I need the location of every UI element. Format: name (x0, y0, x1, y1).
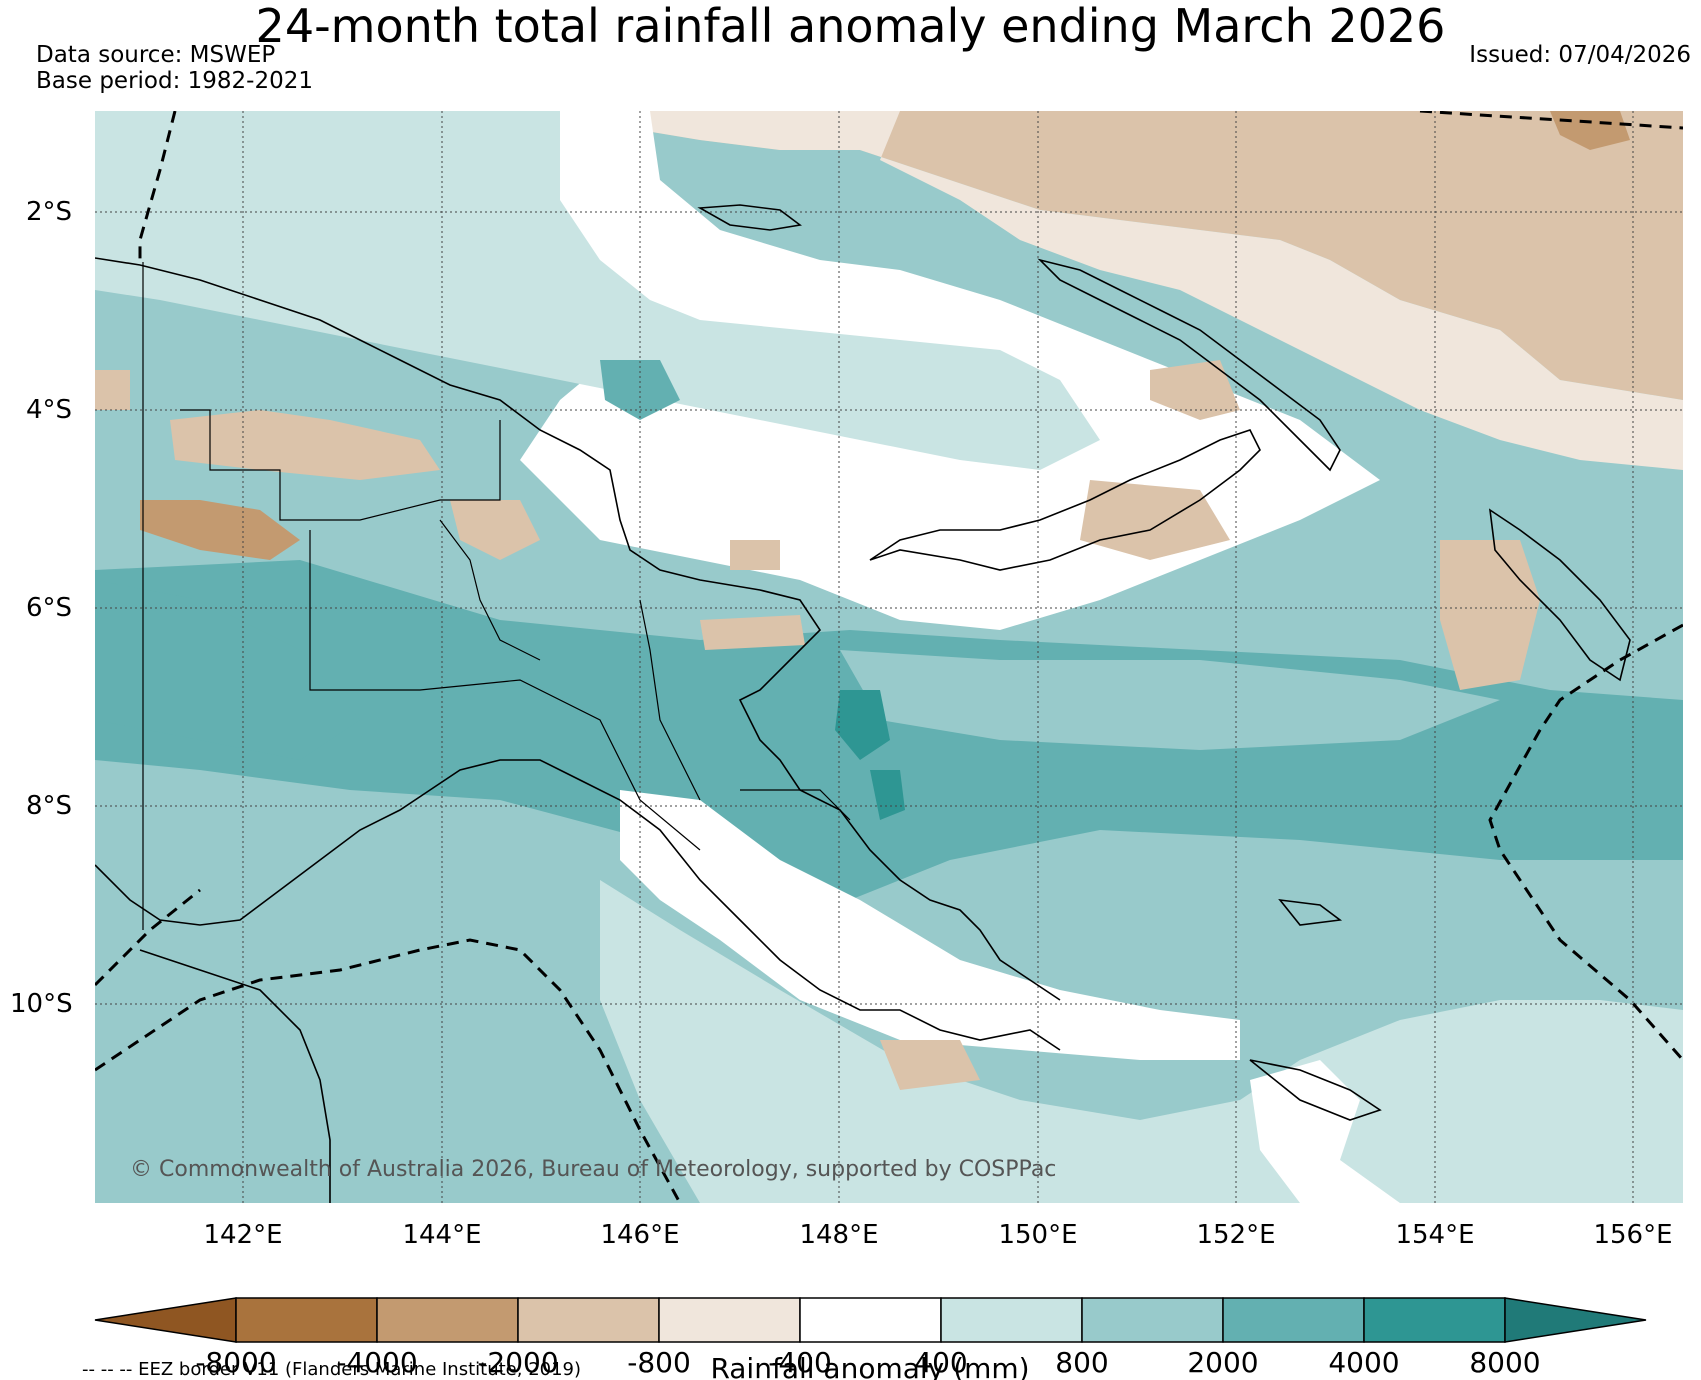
data-source-label: Data source: MSWEP (36, 42, 276, 68)
longitude-labels: 142°E 144°E 146°E 148°E 150°E 152°E 154°… (203, 1220, 1672, 1250)
colorbar-title: Rainfall anomaly (mm) (710, 1352, 1029, 1380)
colorbar-segment (1363, 1297, 1506, 1343)
dry-region-north-light (640, 111, 1683, 470)
province-border-2 (309, 530, 701, 851)
wet-band-central (95, 560, 1683, 900)
lat-label-6s: 6°S (26, 593, 72, 623)
coastline-new-guinea-north (95, 257, 1061, 1001)
wet-core-patch (835, 690, 890, 760)
copyright-notice: © Commonwealth of Australia 2026, Bureau… (130, 1157, 1056, 1182)
wet-patch-ne-interior (600, 360, 680, 420)
colorbar-segment (235, 1297, 378, 1343)
lon-label-144e: 144°E (402, 1220, 481, 1250)
colorbar: -8000 -4000 -2000 -800 -400 400 800 2000 4000 800… (94, 1297, 1647, 1379)
wet-light-band-south (600, 880, 1683, 1203)
colorbar-segment (658, 1297, 801, 1343)
dry-patch-west-2 (140, 500, 300, 560)
lon-label-156e: 156°E (1593, 1220, 1672, 1250)
colorbar-tick-label: 400 (914, 1346, 967, 1379)
colorbar-segment (799, 1297, 942, 1343)
dry-patch-central-2 (730, 540, 780, 570)
lat-label-10s: 10°S (10, 989, 73, 1019)
eez-border (95, 111, 1683, 1203)
colorbar-tick-label: -8000 (195, 1346, 276, 1379)
lat-label-8s: 8°S (26, 791, 72, 821)
lat-label-4s: 4°S (26, 395, 72, 425)
lon-label-146e: 146°E (600, 1220, 679, 1250)
dry-region-north (640, 111, 1683, 400)
province-border-1 (180, 409, 501, 521)
colorbar-segment (376, 1297, 519, 1343)
colorbar-tick-label: -4000 (336, 1346, 417, 1379)
dry-patch-central-1 (700, 615, 805, 650)
eez-border-southwest (95, 888, 201, 987)
colorbar-segment (1081, 1297, 1224, 1343)
eez-border-east (1488, 623, 1683, 1061)
dry-patch-west-3 (450, 500, 540, 560)
dry-patch-new-britain (1080, 480, 1230, 560)
wet-band-central-light-north (840, 650, 1500, 750)
coastline-fergusson-islands (1278, 898, 1343, 926)
coastline-new-britain (869, 429, 1261, 571)
map-area: © Commonwealth of Australia 2026, Bureau… (95, 111, 1683, 1203)
colorbar-tick-label: 800 (1055, 1346, 1108, 1379)
wet-light-band-north (95, 111, 1100, 470)
coastlines (95, 204, 1631, 1203)
colorbar-segment (940, 1297, 1083, 1343)
colorbar-tick-label: -400 (768, 1346, 832, 1379)
dry-patch-bougainville (1440, 540, 1540, 690)
coastline-bougainville (1488, 508, 1631, 682)
lon-label-152e: 152°E (1196, 1220, 1275, 1250)
lon-label-148e: 148°E (799, 1220, 878, 1250)
eez-border-note: -- -- -- EEZ border V11 (Flanders Marine… (82, 1359, 582, 1380)
coastline-louisiade (1249, 1059, 1382, 1121)
colorbar-tick-label: 2000 (1187, 1346, 1258, 1379)
coastline-manus (697, 204, 802, 231)
eez-border-north (1419, 111, 1683, 130)
province-border-4 (639, 599, 701, 801)
borders (142, 262, 851, 930)
lon-label-154e: 154°E (1395, 1220, 1474, 1250)
province-border-5 (740, 789, 851, 821)
lat-label-2s: 2°S (26, 197, 72, 227)
coastline-new-ireland (1037, 258, 1341, 472)
colorbar-tick-label: 8000 (1469, 1346, 1540, 1379)
colorbar-tick-label: -2000 (477, 1346, 558, 1379)
issued-date-label: Issued: 07/04/2026 (1469, 42, 1691, 68)
lon-label-150e: 150°E (998, 1220, 1077, 1250)
colorbar-tick-label: -800 (627, 1346, 691, 1379)
dry-patch-new-ireland (1150, 360, 1240, 420)
coastline-new-guinea-south (95, 759, 1061, 1051)
colorbar-segment (517, 1297, 660, 1343)
dry-patch-west-4 (95, 370, 130, 410)
near-normal-band-south (620, 790, 1240, 1060)
dry-patch-west-1 (170, 410, 440, 480)
graticule (95, 111, 1683, 1203)
latitude-labels: 2°S 4°S 6°S 8°S 10°S (10, 197, 73, 1019)
lon-label-142e: 142°E (203, 1220, 282, 1250)
wet-core-patch-2 (870, 770, 905, 820)
colorbar-segment (1222, 1297, 1365, 1343)
colorbar-extend-high (1504, 1297, 1647, 1343)
dry-patch-south-east (880, 1040, 980, 1090)
base-period-label: Base period: 1982-2021 (36, 68, 314, 94)
eez-border-west (138, 111, 177, 260)
wet-patch-south-west (95, 580, 360, 760)
map-title: 24-month total rainfall anomaly ending M… (255, 0, 1446, 53)
province-border-3 (439, 519, 541, 661)
near-normal-south-east (1250, 1060, 1400, 1203)
eez-border-south (95, 938, 682, 1203)
colorbar-extend-low (94, 1297, 237, 1343)
coastline-torres-strait (139, 949, 331, 1203)
colorbar-tick-label: 4000 (1328, 1346, 1399, 1379)
